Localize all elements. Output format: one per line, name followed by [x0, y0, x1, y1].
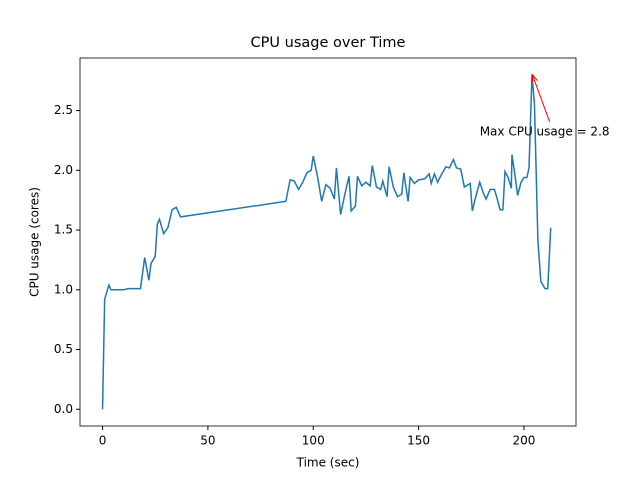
annotation-arrow	[531, 74, 551, 123]
annotation-text: Max CPU usage = 2.8	[480, 125, 610, 139]
x-tick-label: 100	[302, 434, 325, 448]
y-tick-label: 1.5	[54, 223, 73, 237]
chart-title: CPU usage over Time	[251, 35, 406, 51]
y-tick-label: 2.0	[54, 163, 73, 177]
y-tick-label: 0.5	[54, 342, 73, 356]
x-tick-label: 0	[99, 434, 107, 448]
x-tick-label: 50	[200, 434, 215, 448]
x-tick-label: 150	[407, 434, 430, 448]
axes-frame	[79, 57, 577, 427]
line-series	[101, 74, 552, 410]
annotation-arrowhead	[531, 73, 538, 83]
x-axis-label: Time (sec)	[296, 456, 360, 470]
x-tick-label: 200	[513, 434, 536, 448]
y-tick-label: 1.0	[54, 282, 73, 296]
y-tick-label: 0.0	[54, 402, 73, 416]
y-axis-label: CPU usage (cores)	[28, 187, 42, 297]
y-tick-label: 2.5	[54, 103, 73, 117]
